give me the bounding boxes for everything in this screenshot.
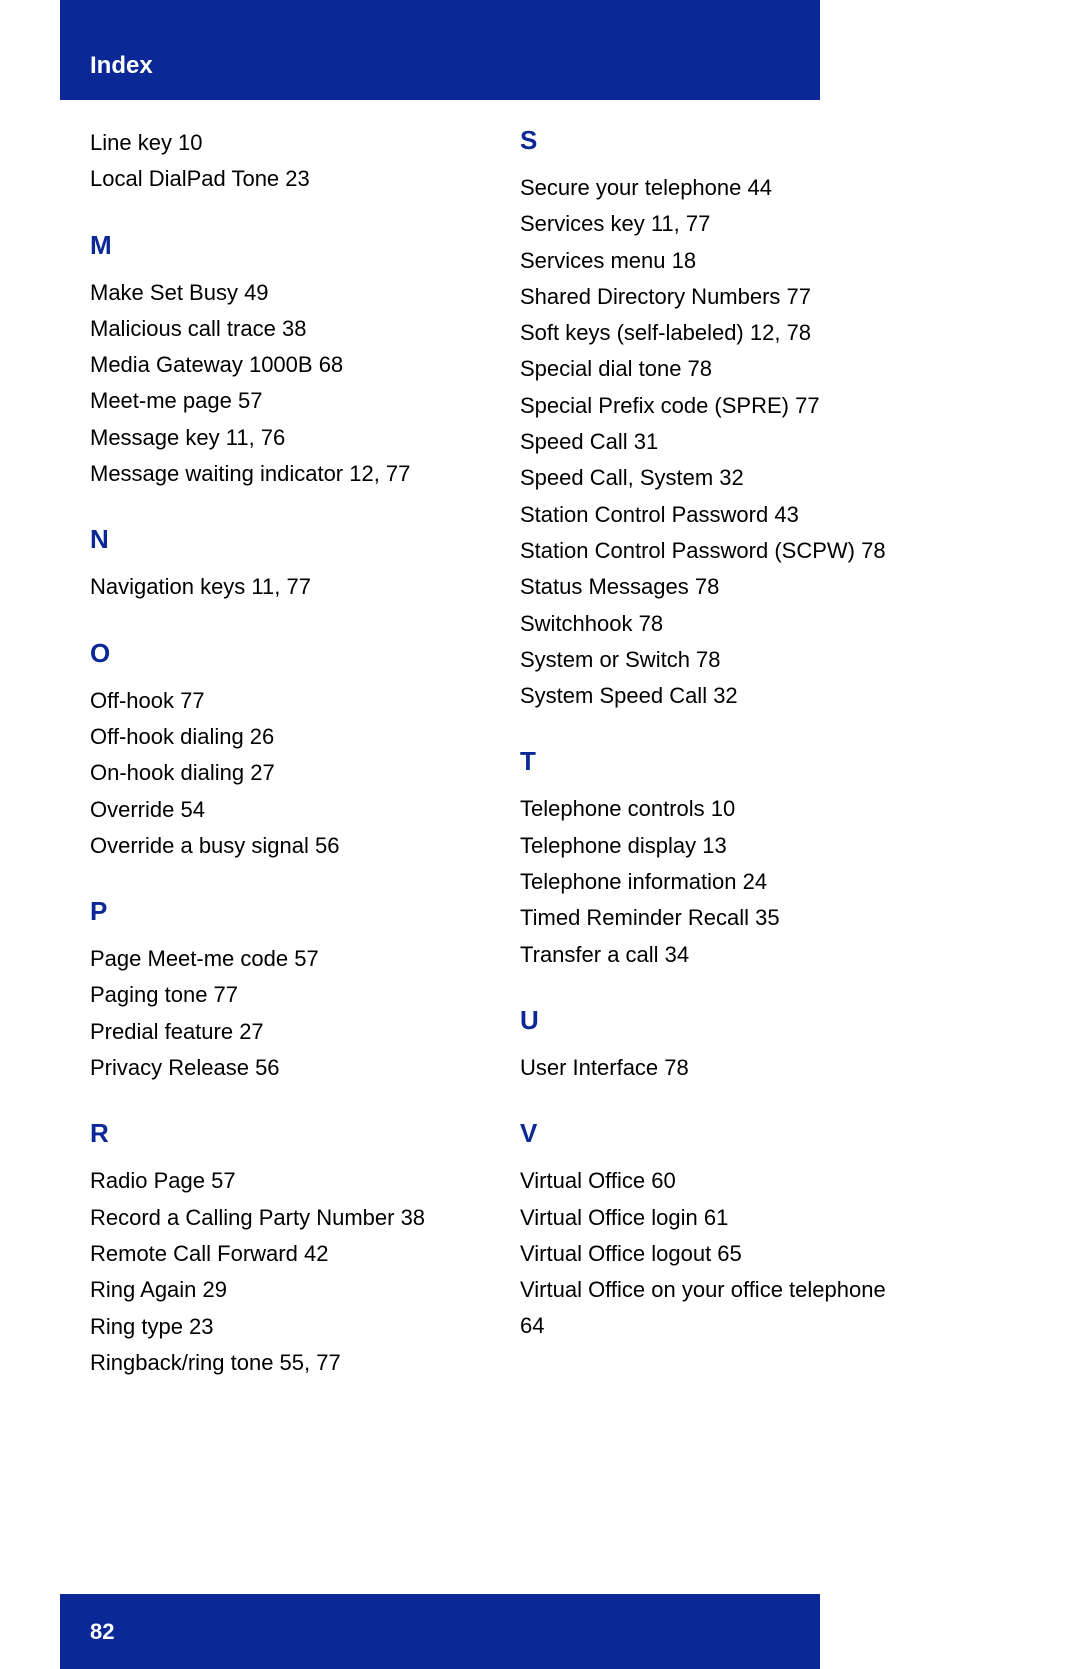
section-letter: V	[520, 1118, 900, 1149]
index-entry: Message key 11, 76	[90, 420, 470, 456]
index-entry: Services menu 18	[520, 243, 900, 279]
index-entry: Override 54	[90, 792, 470, 828]
index-entry: System Speed Call 32	[520, 678, 900, 714]
index-entry: Secure your telephone 44	[520, 170, 900, 206]
index-entry: Status Messages 78	[520, 569, 900, 605]
index-entry: Speed Call 31	[520, 424, 900, 460]
index-entry: Telephone controls 10	[520, 791, 900, 827]
index-entry: Predial feature 27	[90, 1014, 470, 1050]
index-entry: Soft keys (self-labeled) 12, 78	[520, 315, 900, 351]
section-letter: P	[90, 896, 470, 927]
index-entry: Line key 10	[90, 125, 470, 161]
index-entry: Special dial tone 78	[520, 351, 900, 387]
page-header: Index	[60, 0, 820, 100]
header-title: Index	[90, 52, 153, 80]
index-entry: Media Gateway 1000B 68	[90, 347, 470, 383]
index-entry: Ring Again 29	[90, 1272, 470, 1308]
index-entry: Speed Call, System 32	[520, 460, 900, 496]
index-entry: Switchhook 78	[520, 606, 900, 642]
section-letter: R	[90, 1118, 470, 1149]
index-entry: Page Meet-me code 57	[90, 941, 470, 977]
section-letter: S	[520, 125, 900, 156]
index-entry: Station Control Password (SCPW) 78	[520, 533, 900, 569]
index-entry: Privacy Release 56	[90, 1050, 470, 1086]
index-entry: Message waiting indicator 12, 77	[90, 456, 470, 492]
index-entry: Record a Calling Party Number 38	[90, 1200, 470, 1236]
index-entry: Ringback/ring tone 55, 77	[90, 1345, 470, 1381]
index-entry: Special Prefix code (SPRE) 77	[520, 388, 900, 424]
section-letter: O	[90, 638, 470, 669]
index-entry: Off-hook dialing 26	[90, 719, 470, 755]
right-column: S Secure your telephone 44Services key 11…	[520, 125, 900, 1381]
index-entry: Remote Call Forward 42	[90, 1236, 470, 1272]
index-entry: Off-hook 77	[90, 683, 470, 719]
index-entry: Services key 11, 77	[520, 206, 900, 242]
section-letter: N	[90, 524, 470, 555]
page-number: 82	[90, 1619, 114, 1645]
index-entry: User Interface 78	[520, 1050, 900, 1086]
index-entry: Paging tone 77	[90, 977, 470, 1013]
index-entry: Telephone information 24	[520, 864, 900, 900]
index-entry: Transfer a call 34	[520, 937, 900, 973]
index-entry: Malicious call trace 38	[90, 311, 470, 347]
index-entry: Virtual Office on your office telephone …	[520, 1272, 900, 1345]
index-entry: System or Switch 78	[520, 642, 900, 678]
section-letter: T	[520, 746, 900, 777]
index-entry: On-hook dialing 27	[90, 755, 470, 791]
index-entry: Local DialPad Tone 23	[90, 161, 470, 197]
index-entry: Override a busy signal 56	[90, 828, 470, 864]
page-footer: 82	[60, 1594, 820, 1669]
index-entry: Make Set Busy 49	[90, 275, 470, 311]
index-entry: Radio Page 57	[90, 1163, 470, 1199]
index-entry: Shared Directory Numbers 77	[520, 279, 900, 315]
index-entry: Virtual Office login 61	[520, 1200, 900, 1236]
index-content: Line key 10Local DialPad Tone 23 M Make Se…	[90, 125, 900, 1381]
section-letter: M	[90, 230, 470, 261]
index-entry: Ring type 23	[90, 1309, 470, 1345]
index-entry: Telephone display 13	[520, 828, 900, 864]
section-letter: U	[520, 1005, 900, 1036]
index-entry: Meet-me page 57	[90, 383, 470, 419]
index-entry: Virtual Office logout 65	[520, 1236, 900, 1272]
index-entry: Timed Reminder Recall 35	[520, 900, 900, 936]
index-entry: Virtual Office 60	[520, 1163, 900, 1199]
index-entry: Station Control Password 43	[520, 497, 900, 533]
left-column: Line key 10Local DialPad Tone 23 M Make Se…	[90, 125, 470, 1381]
index-entry: Navigation keys 11, 77	[90, 569, 470, 605]
